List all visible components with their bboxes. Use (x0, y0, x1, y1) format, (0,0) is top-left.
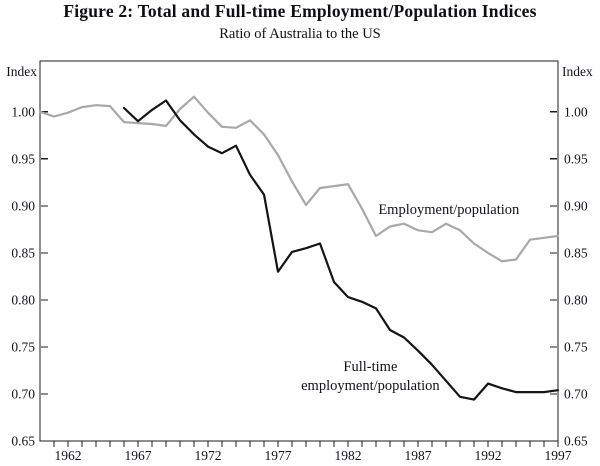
annotation-employment-population: Employment/population (378, 202, 520, 218)
y-tick-label-right: 0.65 (564, 434, 588, 449)
x-tick-label: 1967 (125, 448, 152, 463)
y-tick-label-left: 0.65 (11, 434, 35, 449)
x-tick-label: 1987 (405, 448, 432, 463)
y-tick-label-left: 0.85 (11, 245, 35, 260)
figure-title: Figure 2: Total and Full-time Employment… (63, 1, 537, 21)
y-tick-label-right: 0.80 (564, 292, 588, 307)
x-tick-label: 1982 (335, 448, 362, 463)
full-time-employment-population-line (122, 99, 560, 401)
x-tick-label: 1972 (195, 448, 222, 463)
y-tick-label-right: 0.95 (564, 151, 588, 166)
annotation-full-time-employment-population: Full-time (343, 359, 397, 375)
y-tick-label-left: 0.95 (11, 151, 35, 166)
y-tick-label-right: 1.00 (564, 104, 588, 119)
y-tick-label-left: 0.75 (11, 339, 35, 354)
y-tick-label-left: 1.00 (11, 104, 35, 119)
y-tick-label-right: 0.90 (564, 198, 588, 213)
y-tick-label-right: 0.75 (564, 339, 588, 354)
x-tick-label: 1977 (265, 448, 292, 463)
x-tick-label: 1997 (545, 448, 572, 463)
y-tick-label-left: 0.70 (11, 386, 35, 401)
figure-subtitle: Ratio of Australia to the US (219, 26, 381, 42)
y-tick-label-right: 0.85 (564, 245, 588, 260)
annotation-full-time-employment-population: employment/population (301, 378, 440, 394)
y-tick-label-left: 0.90 (11, 198, 35, 213)
x-tick-label: 1992 (475, 448, 502, 463)
y-axis-title-right: Index (562, 64, 593, 79)
y-axis-title-left: Index (6, 64, 37, 79)
plot-frame (39, 60, 559, 442)
y-tick-label-left: 0.80 (11, 292, 35, 307)
x-tick-label: 1962 (55, 448, 82, 463)
employment-population-line (38, 95, 560, 263)
y-tick-label-right: 0.70 (564, 386, 588, 401)
